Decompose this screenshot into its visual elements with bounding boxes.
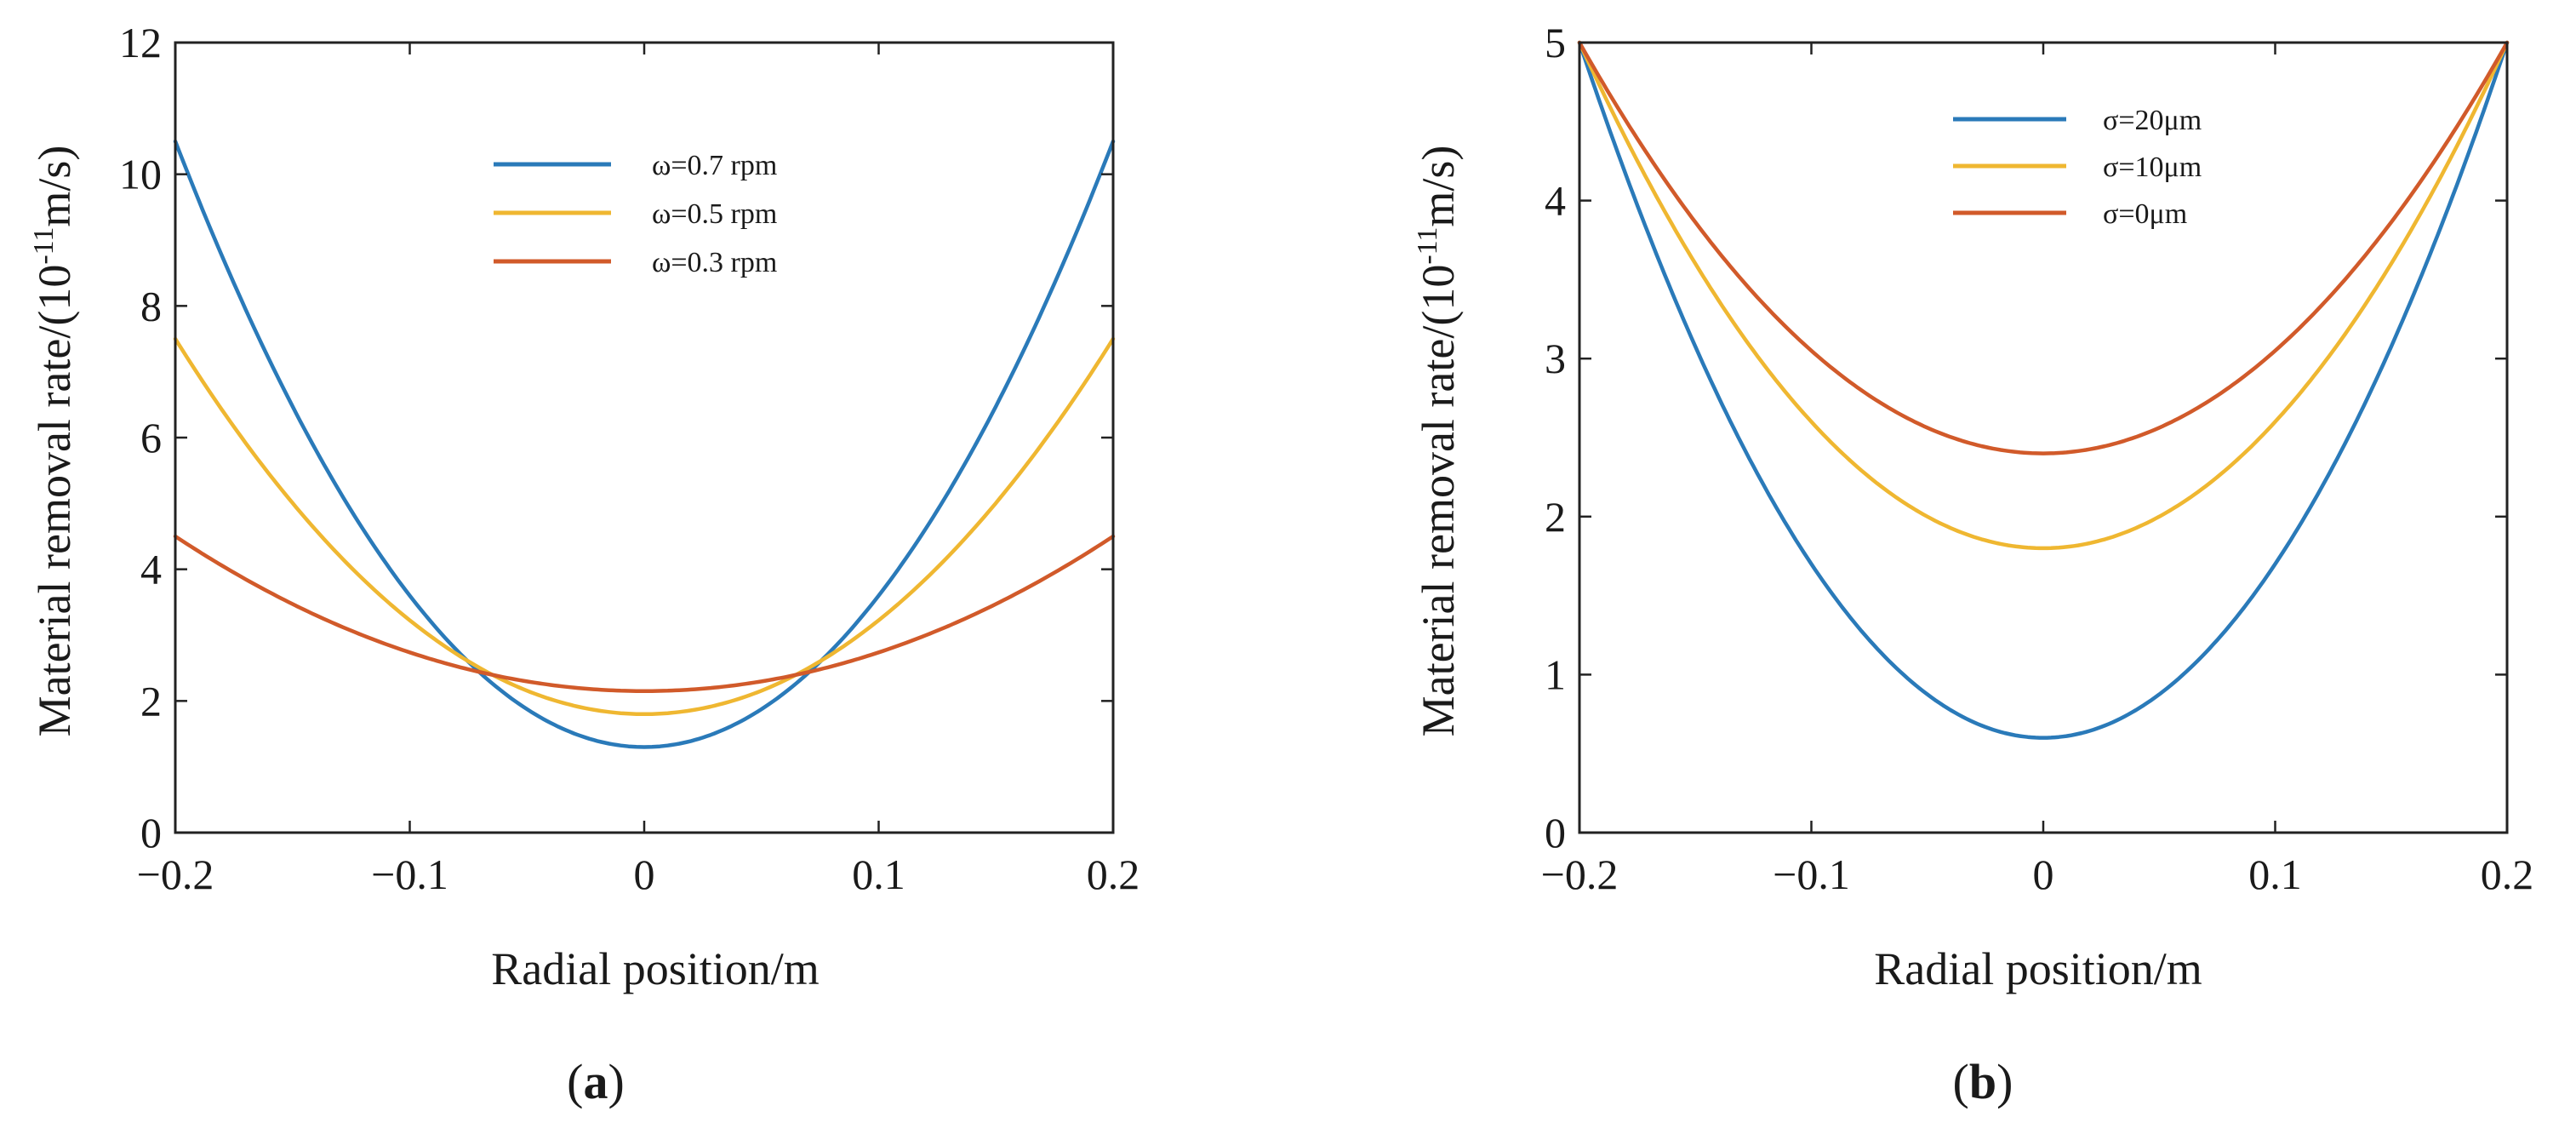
y-axis-label-main: Material removal rate/(10 (29, 265, 80, 737)
series-line-1 (1577, 40, 2510, 740)
chart-panel-b: Material removal rate/(10-11m/s) Radial … (1412, 19, 2533, 1109)
legend-label-2: σ=10μm (2103, 152, 2202, 183)
legend-label-2: ω=0.5 rpm (652, 198, 777, 230)
chart-panel-a: Material removal rate/(10-11m/s) Radial … (28, 19, 1139, 1109)
y-tick-label: 0 (1545, 809, 1566, 856)
y-tick-label: 2 (1545, 493, 1566, 541)
y-axis-label: Material removal rate/(10-11m/s) (28, 146, 80, 737)
y-tick-label: 1 (1545, 650, 1566, 698)
series-line-2 (173, 336, 1116, 717)
y-tick-label: 3 (1545, 335, 1566, 382)
y-axis-label-tail: m/s) (29, 146, 80, 227)
y-axis-label-main: Material removal rate/(10 (1413, 265, 1464, 737)
x-axis-label: Radial position/m (1874, 943, 2202, 994)
legend-label-3: ω=0.3 rpm (652, 247, 777, 278)
series-line-3 (173, 534, 1116, 693)
panel-label: (a) (567, 1054, 625, 1109)
legend-label-1: σ=20μm (2103, 105, 2202, 136)
x-tick-label: 0.2 (2481, 850, 2534, 898)
y-axis-label-exponent: -11 (1412, 227, 1443, 265)
y-tick-label: 2 (140, 677, 162, 724)
legend: ω=0.7 rpm ω=0.5 rpm ω=0.3 rpm (494, 150, 777, 278)
panel-label-close: ) (608, 1054, 625, 1109)
x-tick-label: −0.2 (1541, 850, 1619, 898)
y-tick-label: 4 (1545, 177, 1566, 225)
y-tick-label: 4 (140, 546, 162, 593)
panel-label-open: ( (1953, 1054, 1969, 1109)
x-tick-label: 0 (634, 850, 655, 898)
panel-label-close: ) (1996, 1054, 2013, 1109)
x-tick-label: 0.1 (852, 850, 905, 898)
panel-label-open: ( (567, 1054, 583, 1109)
panel-label-letter: a (584, 1054, 608, 1109)
x-tick-label: 0.1 (2248, 850, 2302, 898)
x-tick-label: 0 (2033, 850, 2054, 898)
x-tick-label: −0.2 (137, 850, 214, 898)
series-line-3 (1577, 40, 2510, 455)
y-tick-label: 12 (119, 19, 162, 66)
y-tick-label: 6 (140, 414, 162, 461)
panel-label: (b) (1953, 1054, 2013, 1109)
y-axis-label-exponent: -11 (28, 227, 60, 265)
legend-label-3: σ=0μm (2103, 198, 2187, 230)
y-axis-label: Material removal rate/(10-11m/s) (1412, 146, 1464, 737)
series-line-1 (173, 139, 1116, 749)
y-tick-label: 0 (140, 809, 162, 856)
x-axis-label: Radial position/m (491, 943, 820, 994)
panel-label-letter: b (1969, 1054, 1996, 1109)
x-tick-label: −0.1 (1773, 850, 1850, 898)
x-tick-label: −0.1 (371, 850, 448, 898)
x-tick-label: 0.2 (1087, 850, 1140, 898)
y-tick-label: 8 (140, 282, 162, 329)
series-line-2 (1577, 40, 2510, 551)
y-tick-label: 5 (1545, 19, 1566, 66)
y-tick-label: 10 (119, 151, 162, 198)
y-axis-label-tail: m/s) (1413, 146, 1464, 227)
legend-label-1: ω=0.7 rpm (652, 150, 777, 181)
legend: σ=20μm σ=10μm σ=0μm (1953, 105, 2202, 230)
